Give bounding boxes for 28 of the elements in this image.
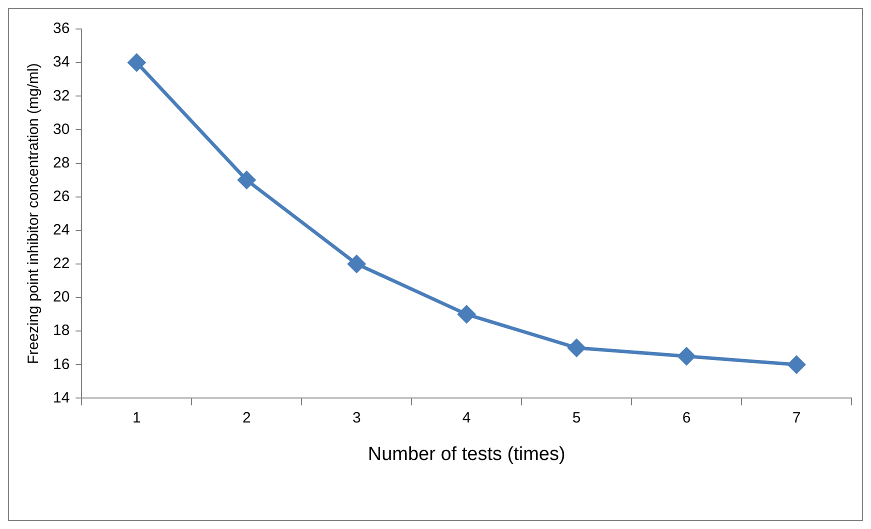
y-tick-label: 24 xyxy=(52,222,70,239)
y-tick-label: 16 xyxy=(52,356,70,373)
y-tick-label: 22 xyxy=(52,255,70,272)
y-tick-label: 14 xyxy=(52,389,70,406)
x-tick-label: 2 xyxy=(242,409,251,426)
y-tick-label: 28 xyxy=(52,154,70,172)
point xyxy=(348,255,366,273)
point xyxy=(568,339,586,357)
point xyxy=(788,356,806,374)
x-tick-label: 5 xyxy=(572,409,581,426)
point xyxy=(458,306,476,324)
x-tick-label: 6 xyxy=(682,409,691,426)
x-tick-label: 4 xyxy=(462,409,471,426)
x-axis-title: Number of tests (times) xyxy=(368,444,566,465)
y-tick-label: 18 xyxy=(52,322,70,340)
y-tick-label: 36 xyxy=(52,20,70,38)
y-tick-label: 34 xyxy=(52,54,70,71)
x-tick-label: 3 xyxy=(352,409,361,426)
y-tick-label: 30 xyxy=(52,120,70,138)
x-tick-label: 1 xyxy=(132,409,141,426)
y-tick-label: 26 xyxy=(52,188,70,205)
y-tick-label: 32 xyxy=(52,87,70,104)
point xyxy=(238,171,256,189)
y-axis-title: Freezing point inhibitor concentration (mg/ml) xyxy=(25,63,42,364)
y-tick-label: 20 xyxy=(52,288,70,306)
point xyxy=(128,54,146,72)
point xyxy=(678,347,696,365)
x-tick-label: 7 xyxy=(792,409,801,426)
